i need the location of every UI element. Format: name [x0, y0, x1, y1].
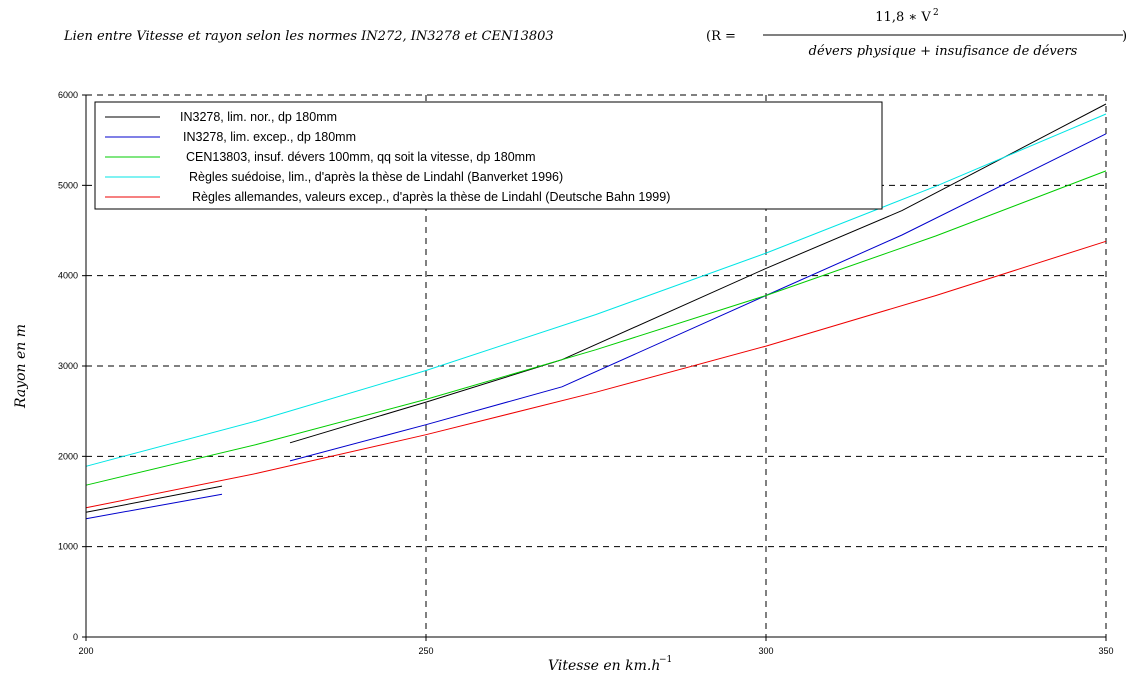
formula-close-paren: ) [1122, 29, 1127, 44]
y-tick-label: 5000 [58, 180, 78, 190]
series-line-1 [289, 103, 1107, 444]
legend-label-2: IN3278, lim. excep., dp 180mm [183, 130, 356, 144]
chart-title: Lien entre Vitesse et rayon selon les no… [63, 8, 1127, 59]
x-tick-label: 200 [78, 646, 93, 656]
formula-lhs: (R = [706, 29, 736, 44]
y-tick-label: 3000 [58, 361, 78, 371]
y-tick-label: 4000 [58, 271, 78, 281]
series-line-5 [85, 240, 1107, 509]
formula-numerator-exponent: 2 [933, 8, 939, 18]
series-line-4 [85, 113, 1107, 467]
y-tick-label: 2000 [58, 451, 78, 461]
y-tick-label: 1000 [58, 542, 78, 552]
y-tick-label: 6000 [58, 90, 78, 100]
formula-numerator: 11,8 ∗ V [875, 10, 931, 25]
legend-label-5: Règles allemandes, valeurs excep., d'apr… [192, 190, 670, 204]
legend-label-3: CEN13803, insuf. dévers 100mm, qq soit l… [186, 150, 535, 164]
axes [82, 94, 1107, 641]
legend-label-1: IN3278, lim. nor., dp 180mm [180, 110, 337, 124]
tick-labels: 0 1000 2000 3000 4000 5000 6000 200 250 300 350 [58, 90, 1114, 656]
series-lines [85, 103, 1107, 520]
legend-box [94, 101, 883, 210]
title-prefix: Lien entre Vitesse et rayon selon les no… [63, 29, 554, 44]
series-line-3 [85, 170, 1107, 486]
y-axis-label: Rayon en m [13, 324, 29, 409]
x-tick-label: 350 [1098, 646, 1113, 656]
legend-label-4: Règles suédoise, lim., d'après la thèse … [189, 170, 563, 184]
series-line-2 [85, 493, 223, 520]
x-tick-label: 250 [418, 646, 433, 656]
x-axis-label-exponent: −1 [659, 655, 672, 665]
series-line-1 [85, 485, 223, 513]
series-line-2 [289, 133, 1107, 462]
y-tick-label: 0 [73, 632, 78, 642]
legend: IN3278, lim. nor., dp 180mm IN3278, lim. … [94, 101, 883, 210]
formula-denominator: dévers physique + insufisance de dévers [809, 44, 1078, 59]
x-axis-label: Vitesse en km.h [548, 658, 660, 674]
x-tick-label: 300 [758, 646, 773, 656]
